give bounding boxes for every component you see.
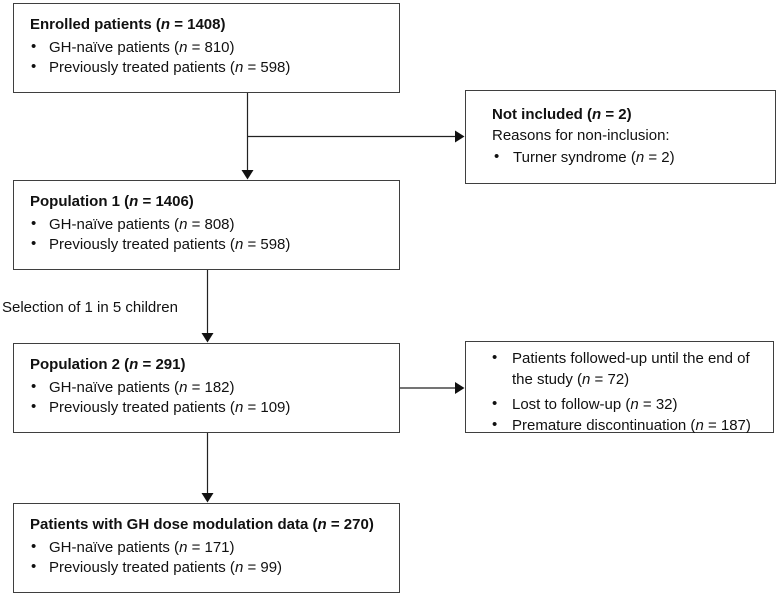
box-dose-modulation: Patients with GH dose modulation data (n… bbox=[13, 503, 400, 593]
box-title: Population 1 (n = 1406) bbox=[30, 193, 194, 210]
list-item: Previously treated patients (n = 598) bbox=[29, 234, 393, 256]
list-item: Previously treated patients (n = 598) bbox=[29, 57, 393, 79]
box-title: Enrolled patients (n = 1408) bbox=[30, 16, 226, 33]
bullet-list: GH-naïve patients (n = 182) Previously t… bbox=[14, 377, 399, 419]
box-title: Not included (n = 2) bbox=[492, 106, 632, 123]
box-population-1: Population 1 (n = 1406) GH-naïve patient… bbox=[13, 180, 400, 270]
arrowhead-down-icon bbox=[201, 493, 214, 503]
list-item: Premature discontinuation (n = 187) bbox=[490, 415, 767, 437]
box-title: Population 2 (n = 291) bbox=[30, 356, 186, 373]
arrowhead-down-icon bbox=[241, 170, 254, 180]
arrowhead-down-icon bbox=[201, 333, 214, 343]
list-item: Previously treated patients (n = 109) bbox=[29, 397, 393, 419]
box-population-2: Population 2 (n = 291) GH-naïve patients… bbox=[13, 343, 400, 433]
box-enrolled-patients: Enrolled patients (n = 1408) GH-naïve pa… bbox=[13, 3, 400, 93]
arrowhead-right-icon bbox=[455, 382, 465, 394]
list-item: Lost to follow-up (n = 32) bbox=[490, 394, 767, 416]
box-followup-outcomes: Patients followed-up until the end of th… bbox=[465, 341, 774, 437]
list-item: GH-naïve patients (n = 810) bbox=[29, 37, 393, 59]
bullet-list: GH-naïve patients (n = 808) Previously t… bbox=[14, 214, 399, 256]
bullet-list: Patients followed-up until the end of th… bbox=[466, 348, 773, 437]
box-title: Patients with GH dose modulation data (n… bbox=[30, 516, 374, 533]
list-item: GH-naïve patients (n = 182) bbox=[29, 377, 393, 399]
list-item: Patients followed-up until the end of th… bbox=[490, 348, 767, 390]
list-item: Turner syndrome (n = 2) bbox=[492, 147, 769, 169]
list-item: GH-naïve patients (n = 808) bbox=[29, 214, 393, 236]
selection-label: Selection of 1 in 5 children bbox=[2, 299, 178, 316]
list-item: GH-naïve patients (n = 171) bbox=[29, 537, 393, 559]
bullet-list: GH-naïve patients (n = 810) Previously t… bbox=[14, 37, 399, 79]
box-not-included: Not included (n = 2) Reasons for non-inc… bbox=[465, 90, 776, 184]
box-subtitle: Reasons for non-inclusion: bbox=[492, 126, 670, 144]
list-item: Previously treated patients (n = 99) bbox=[29, 557, 393, 579]
bullet-list: Turner syndrome (n = 2) bbox=[466, 147, 775, 169]
arrowhead-right-icon bbox=[455, 130, 465, 143]
bullet-list: GH-naïve patients (n = 171) Previously t… bbox=[14, 537, 399, 579]
